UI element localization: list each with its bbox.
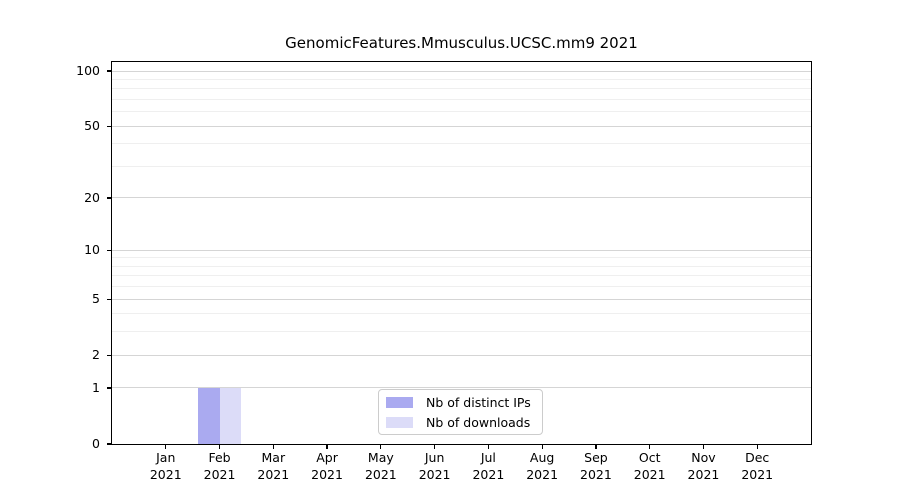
- legend-swatch-downloads: [386, 416, 413, 428]
- x-tick-mark: [165, 444, 167, 449]
- x-tick-label: Dec 2021: [741, 450, 774, 482]
- x-tick-mark: [218, 444, 221, 449]
- x-tick-mark: [649, 444, 651, 449]
- gridline-minor: [112, 265, 811, 267]
- y-tick-mark: [107, 298, 112, 300]
- y-tick-mark: [107, 197, 112, 199]
- bar-distinct-ips: [198, 387, 220, 444]
- x-tick-mark: [756, 444, 758, 449]
- chart-title: GenomicFeatures.Mmusculus.UCSC.mm9 2021: [285, 34, 638, 52]
- y-tick-mark: [107, 387, 112, 389]
- legend-label-distinct-ips: Nb of distinct IPs: [426, 394, 531, 410]
- x-tick-label: Oct 2021: [633, 450, 666, 482]
- y-tick-mark: [107, 70, 112, 72]
- gridline-minor: [112, 88, 811, 90]
- gridline-minor: [112, 257, 811, 259]
- x-tick-label: Jul 2021: [472, 450, 505, 482]
- y-tick-label: 50: [84, 118, 100, 134]
- y-tick-mark: [107, 125, 112, 127]
- x-tick-mark: [702, 444, 705, 449]
- y-tick-label: 100: [76, 63, 100, 79]
- x-tick-mark: [380, 444, 382, 449]
- legend-swatch-distinct-ips: [386, 396, 413, 408]
- x-tick-label: May 2021: [364, 450, 397, 482]
- y-tick-label: 2: [92, 347, 100, 363]
- x-tick-label: Jun 2021: [418, 450, 451, 482]
- legend: Nb of distinct IPs Nb of downloads: [378, 389, 543, 435]
- y-tick-label: 1: [92, 379, 100, 395]
- legend-item-downloads: Nb of downloads: [386, 415, 534, 430]
- gridline-minor: [112, 313, 811, 315]
- gridline-minor: [112, 166, 811, 167]
- gridline-major: [112, 298, 811, 300]
- x-tick-label: Sep 2021: [580, 450, 612, 482]
- y-tick-label: 0: [92, 436, 100, 451]
- legend-item-distinct-ips: Nb of distinct IPs: [386, 395, 534, 410]
- x-tick-mark: [272, 444, 274, 449]
- x-tick-label: Apr 2021: [311, 450, 343, 482]
- x-tick-label: Nov 2021: [687, 450, 720, 482]
- legend-label-downloads: Nb of downloads: [426, 414, 531, 430]
- gridline-major: [112, 197, 811, 199]
- x-tick-mark: [541, 444, 543, 449]
- x-tick-label: Feb 2021: [203, 450, 236, 482]
- y-tick-mark: [107, 249, 112, 251]
- y-tick-label: 10: [84, 242, 100, 258]
- gridline-major: [112, 354, 811, 356]
- gridline-minor: [112, 111, 811, 113]
- gridline-minor: [112, 286, 811, 288]
- gridline-minor: [112, 78, 811, 80]
- x-tick-mark: [487, 444, 490, 449]
- x-tick-label: Aug 2021: [526, 450, 559, 482]
- gridline-minor: [112, 99, 811, 101]
- gridline-major: [112, 387, 811, 389]
- y-tick-label: 5: [92, 291, 100, 307]
- y-tick-label: 20: [84, 189, 100, 205]
- y-tick-mark: [107, 354, 112, 356]
- x-tick-label: Mar 2021: [257, 450, 290, 482]
- x-tick-label: Jan 2021: [149, 450, 182, 482]
- gridline-minor: [112, 143, 811, 145]
- plot-area: [112, 62, 811, 444]
- gridline-major: [112, 249, 811, 251]
- gridline-minor: [112, 275, 811, 277]
- y-tick-mark: [107, 443, 112, 445]
- gridline-major: [112, 125, 811, 127]
- x-tick-mark: [433, 444, 436, 449]
- gridline-minor: [112, 331, 811, 333]
- gridline-major: [112, 70, 811, 72]
- bar-downloads: [219, 387, 242, 444]
- x-tick-mark: [326, 444, 328, 449]
- x-tick-mark: [595, 444, 597, 449]
